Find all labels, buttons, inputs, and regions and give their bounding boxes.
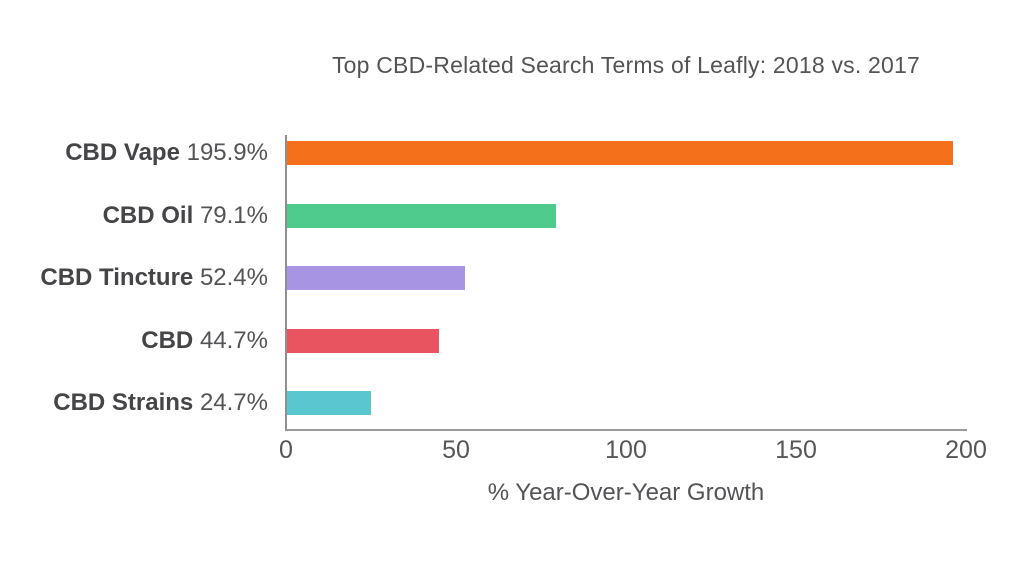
category-label-cbd-tincture: CBD Tincture 52.4% [40,264,268,292]
category-value: 44.7% [199,326,268,354]
category-value: 79.1% [199,201,268,229]
chart-title: Top CBD-Related Search Terms of Leafly: … [331,52,921,78]
category-name: CBD Strains [53,389,194,416]
plot-area [285,135,967,431]
x-tick-50: 50 [442,436,470,464]
bar-cbd [287,328,439,353]
category-name: CBD [141,326,194,354]
category-value: 195.9% [186,139,268,166]
category-value: 52.4% [199,264,268,291]
x-tick-100: 100 [605,436,647,464]
category-label-cbd-strains: CBD Strains 24.7% [53,389,268,417]
category-value: 24.7% [199,389,268,416]
x-tick-0: 0 [279,436,293,464]
category-label-cbd: CBD 44.7% [141,327,268,355]
x-axis-label: % Year-Over-Year Growth [487,479,765,506]
bar-cbd-oil [287,203,556,228]
category-name: CBD Vape [65,139,180,166]
bar-cbd-vape [287,141,954,165]
x-tick-150: 150 [775,436,817,464]
x-tick-200: 200 [945,436,987,464]
category-name: CBD Tincture [40,264,194,291]
category-name: CBD Oil [102,201,194,229]
category-label-cbd-oil: CBD Oil 79.1% [103,202,268,230]
bar-cbd-tincture [287,266,466,290]
bar-cbd-strains [287,391,371,415]
category-label-cbd-vape: CBD Vape 195.9% [65,139,268,167]
